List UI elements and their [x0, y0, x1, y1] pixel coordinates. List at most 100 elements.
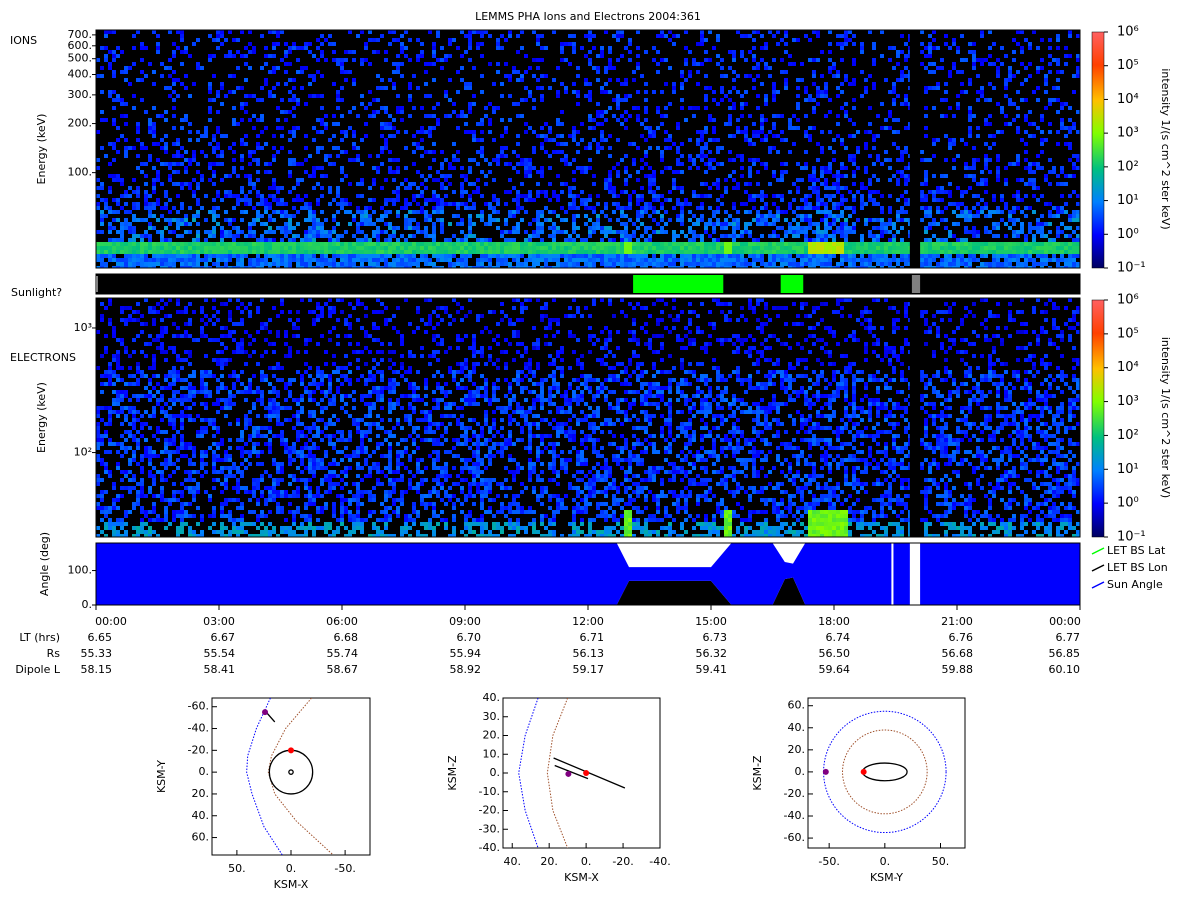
spectrogram-cell [972, 58, 976, 62]
spectrogram-cell [756, 210, 760, 214]
spectrogram-cell [632, 250, 636, 254]
spectrogram-cell [568, 186, 572, 190]
spectrogram-cell [196, 262, 200, 266]
spectrogram-cell [624, 118, 628, 122]
spectrogram-cell [372, 38, 376, 42]
spectrogram-cell [712, 258, 716, 262]
spectrogram-cell [880, 206, 884, 210]
spectrogram-cell [404, 146, 408, 150]
spectrogram-cell [712, 230, 716, 234]
spectrogram-cell [844, 166, 848, 170]
spectrogram-cell [956, 46, 960, 50]
spectrogram-cell [840, 34, 844, 38]
spectrogram-cell [120, 226, 124, 230]
spectrogram-cell [608, 50, 612, 54]
spectrogram-cell [572, 134, 576, 138]
spectrogram-cell [344, 262, 348, 266]
spectrogram-cell [112, 258, 116, 262]
spectrogram-cell [984, 202, 988, 206]
spectrogram-cell [548, 86, 552, 90]
spectrogram-cell [320, 166, 324, 170]
spectrogram-cell [464, 82, 468, 86]
spectrogram-cell [560, 182, 564, 186]
spectrogram-cell [432, 194, 436, 198]
spectrogram-cell [604, 110, 608, 114]
spectrogram-cell [240, 142, 244, 146]
spectrogram-cell [964, 230, 968, 234]
spectrogram-cell [776, 150, 780, 154]
spectrogram-cell [660, 170, 664, 174]
spectrogram-cell [616, 30, 620, 34]
spectrogram-cell [204, 238, 208, 242]
spectrogram-cell [984, 250, 988, 254]
spectrogram-cell [964, 258, 968, 262]
spectrogram-cell [320, 246, 324, 250]
spectrogram-cell [568, 194, 572, 198]
spectrogram-cell [340, 70, 344, 74]
spectrogram-cell [392, 30, 396, 34]
spectrogram-cell [828, 58, 832, 62]
spectrogram-cell [552, 238, 556, 242]
spectrogram-cell [824, 234, 828, 238]
spectrogram-cell [944, 34, 948, 38]
spectrogram-cell [704, 106, 708, 110]
spectrogram-cell [124, 154, 128, 158]
spectrogram-cell [480, 30, 484, 34]
spectrogram-cell [540, 74, 544, 78]
spectrogram-cell [356, 238, 360, 242]
spectrogram-cell [140, 242, 144, 246]
spectrogram-cell [608, 106, 612, 110]
spectrogram-cell [540, 46, 544, 50]
spectrogram-cell [124, 246, 128, 250]
spectrogram-cell [488, 122, 492, 126]
spectrogram-cell [836, 218, 840, 222]
spectrogram-cell [608, 250, 612, 254]
spectrogram-cell [160, 146, 164, 150]
spectrogram-cell [820, 90, 824, 94]
spectrogram-cell [724, 186, 728, 190]
spectrogram-cell [756, 222, 760, 226]
spectrogram-cell [544, 206, 548, 210]
spectrogram-cell [1064, 210, 1068, 214]
spectrogram-cell [132, 202, 136, 206]
spectrogram-cell [168, 74, 172, 78]
spectrogram-cell [868, 178, 872, 182]
spectrogram-cell [264, 258, 268, 262]
spectrogram-cell [780, 242, 784, 246]
spectrogram-cell [276, 202, 280, 206]
spectrogram-cell [968, 174, 972, 178]
spectrogram-cell [960, 58, 964, 62]
spectrogram-cell [248, 154, 252, 158]
spectrogram-cell [368, 242, 372, 246]
spectrogram-cell [464, 178, 468, 182]
spectrogram-cell [340, 86, 344, 90]
spectrogram-cell [212, 246, 216, 250]
spectrogram-cell [276, 126, 280, 130]
spectrogram-cell [1068, 250, 1072, 254]
spectrogram-cell [860, 234, 864, 238]
spectrogram-cell [440, 46, 444, 50]
spectrogram-cell [652, 46, 656, 50]
spectrogram-cell [756, 182, 760, 186]
spectrogram-cell [508, 78, 512, 82]
spectrogram-cell [136, 166, 140, 170]
spectrogram-cell [892, 46, 896, 50]
spectrogram-cell [600, 46, 604, 50]
spectrogram-cell [380, 146, 384, 150]
spectrogram-cell [720, 250, 724, 254]
spectrogram-cell [796, 214, 800, 218]
spectrogram-cell [608, 238, 612, 242]
spectrogram-cell [608, 154, 612, 158]
spectrogram-cell [672, 250, 676, 254]
spectrogram-cell [264, 210, 268, 214]
spectrogram-cell [888, 242, 892, 246]
spectrogram-cell [564, 242, 568, 246]
spectrogram-cell [668, 166, 672, 170]
spectrogram-cell [652, 258, 656, 262]
spectrogram-cell [796, 190, 800, 194]
spectrogram-cell [700, 146, 704, 150]
spectrogram-cell [260, 66, 264, 70]
spectrogram-cell [892, 254, 896, 258]
spectrogram-cell [540, 246, 544, 250]
spectrogram-cell [528, 174, 532, 178]
